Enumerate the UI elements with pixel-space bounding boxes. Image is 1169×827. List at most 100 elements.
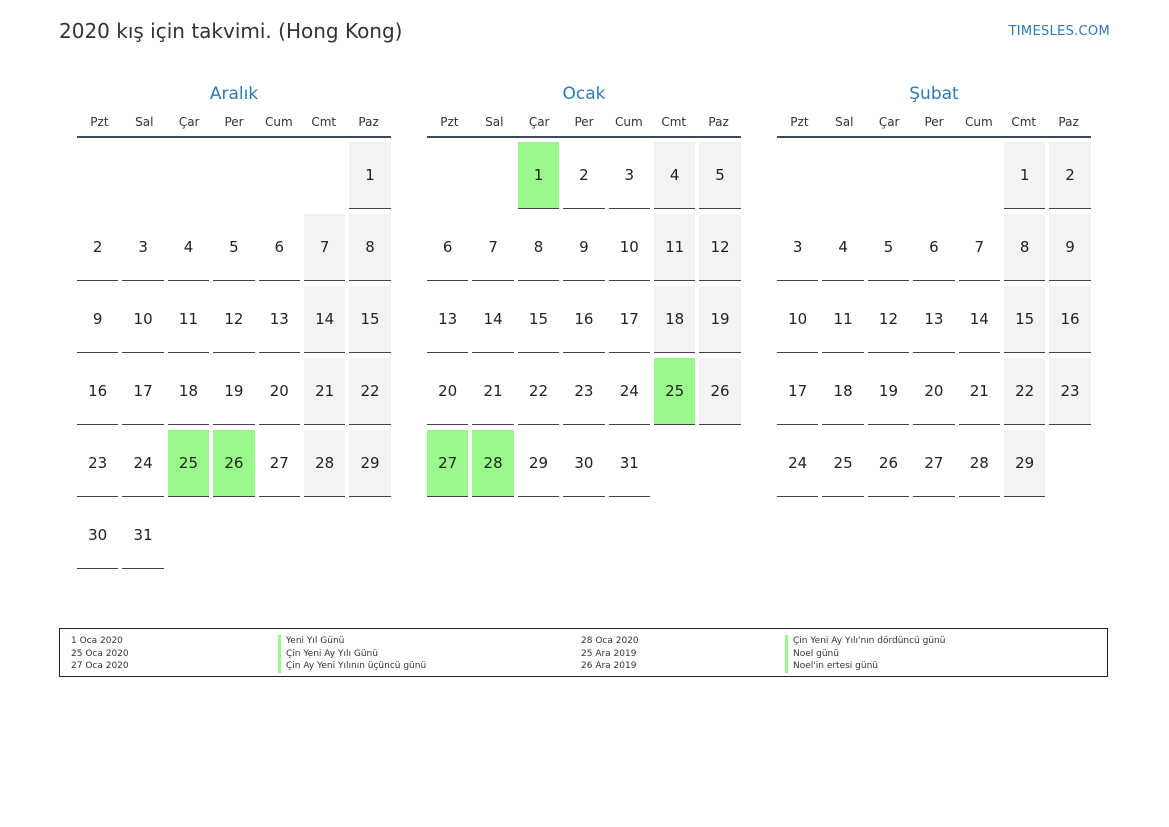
day-cell: 13 <box>427 286 469 353</box>
day-cell: 15 <box>349 286 391 353</box>
weekday-label: Çar <box>878 115 900 129</box>
day-cell: 28 <box>958 430 1000 497</box>
day-cell: 7 <box>303 214 346 281</box>
day-cell: 14 <box>303 286 346 353</box>
empty-day-cell <box>168 142 209 208</box>
day-cell: 15 <box>517 286 560 353</box>
empty-day-cell <box>777 142 818 208</box>
day-cell: 21 <box>472 358 514 425</box>
weekday-header: Pzt Sal Çar Per Cum Cmt Paz <box>777 115 1091 138</box>
day-cell: 4 <box>167 214 210 281</box>
day-cell: 20 <box>913 358 955 425</box>
day-cell: 5 <box>867 214 910 281</box>
day-cell: 30 <box>563 430 605 497</box>
day-cell: 28 <box>303 430 346 497</box>
day-cell: 6 <box>427 214 469 281</box>
day-cell: 4 <box>653 142 696 209</box>
holiday-legend: 1 Oca 2020 25 Oca 2020 27 Oca 2020 Yeni … <box>59 628 1108 677</box>
month-name: Aralık <box>209 84 259 104</box>
weekday-label: Çar <box>178 115 200 129</box>
weekday-label: Pzt <box>440 115 459 129</box>
weekday-label: Paz <box>1058 115 1079 129</box>
day-cell: 3 <box>777 214 819 281</box>
legend-date: 25 Ara 2019 <box>581 648 637 659</box>
empty-day-cell <box>868 142 909 208</box>
empty-day-cell <box>427 142 468 208</box>
day-cell: 12 <box>867 286 910 353</box>
day-cell: 21 <box>958 358 1000 425</box>
legend-holiday-name: Çin Ay Yeni Yılının üçüncü günü <box>278 660 426 673</box>
holiday-day-cell: 26 <box>213 430 255 497</box>
empty-day-cell <box>699 430 740 496</box>
empty-day-cell <box>259 142 300 208</box>
empty-day-cell <box>1049 430 1090 496</box>
day-cell: 19 <box>867 358 910 425</box>
legend-holiday-name: Çin Yeni Ay Yılı'nın dördüncü günü <box>785 635 945 648</box>
day-cell: 9 <box>563 214 605 281</box>
day-cell: 24 <box>777 430 819 497</box>
day-cell: 16 <box>77 358 119 425</box>
month-name: Ocak <box>562 84 606 104</box>
day-cell: 7 <box>958 214 1000 281</box>
day-grid: 1 2 3 4 5 6 7 8 9 10 11 12 13 14 15 16 17 18 19 20 21 22 23 24 2… <box>777 142 1091 497</box>
day-cell: 8 <box>517 214 560 281</box>
day-cell: 12 <box>699 214 741 281</box>
day-cell: 11 <box>822 286 864 353</box>
day-cell: 23 <box>1049 358 1091 425</box>
weekday-label: Sal <box>135 115 154 129</box>
day-cell: 10 <box>122 286 164 353</box>
holiday-day-cell: 25 <box>653 358 696 425</box>
day-cell: 10 <box>777 286 819 353</box>
site-link[interactable]: TIMESLES.COM <box>1008 24 1110 39</box>
empty-day-cell <box>213 142 254 208</box>
page-title: 2020 kış için takvimi. (Hong Kong) <box>59 19 403 43</box>
day-cell: 20 <box>427 358 469 425</box>
day-grid: 1 2 3 4 5 6 7 8 9 10 11 12 13 14 15 16 17 18 19 20 21 22 23 24 2… <box>77 142 391 569</box>
legend-date: 25 Oca 2020 <box>71 648 129 659</box>
day-cell: 24 <box>608 358 650 425</box>
day-cell: 17 <box>608 286 650 353</box>
month-february: Şubat Pzt Sal Çar Per Cum Cmt Paz 1 2 3 4 5 6 7 8 9 10 11 1… <box>777 82 1091 497</box>
month-name: Şubat <box>909 84 959 104</box>
day-cell: 3 <box>122 214 164 281</box>
empty-day-cell <box>77 142 118 208</box>
weekday-label: Cmt <box>661 115 687 129</box>
day-cell: 17 <box>122 358 164 425</box>
empty-day-cell <box>654 430 695 496</box>
day-cell: 17 <box>777 358 819 425</box>
day-cell: 3 <box>608 142 650 209</box>
legend-dates-left: 1 Oca 2020 25 Oca 2020 27 Oca 2020 <box>71 635 129 673</box>
legend-names-right: Çin Yeni Ay Yılı'nın dördüncü günü Noel … <box>785 635 945 673</box>
day-cell: 5 <box>213 214 255 281</box>
holiday-day-cell: 1 <box>517 142 560 209</box>
month-december: Aralık Pzt Sal Çar Per Cum Cmt Paz 1 2 3 4 5 6 7 8 9 10 11… <box>77 82 391 569</box>
empty-day-cell <box>122 142 163 208</box>
day-cell: 31 <box>122 502 164 569</box>
day-cell: 9 <box>77 286 119 353</box>
empty-day-cell <box>304 502 345 568</box>
weekday-label: Cum <box>965 115 993 129</box>
weekday-label: Çar <box>528 115 550 129</box>
weekday-label: Per <box>224 115 244 129</box>
day-cell: 26 <box>699 358 741 425</box>
day-cell: 1 <box>1003 142 1046 209</box>
empty-day-cell <box>304 142 345 208</box>
legend-date: 27 Oca 2020 <box>71 661 129 671</box>
empty-day-cell <box>213 502 254 568</box>
day-cell: 25 <box>822 430 864 497</box>
day-cell: 5 <box>699 142 741 209</box>
legend-names-left: Yeni Yıl Günü Çin Yeni Ay Yılı Günü Çin … <box>278 635 426 673</box>
day-cell: 14 <box>958 286 1000 353</box>
day-cell: 30 <box>77 502 119 569</box>
weekday-label: Per <box>924 115 944 129</box>
day-cell: 10 <box>608 214 650 281</box>
weekday-header: Pzt Sal Çar Per Cum Cmt Paz <box>77 115 391 138</box>
day-cell: 14 <box>472 286 514 353</box>
legend-date: 28 Oca 2020 <box>581 636 639 646</box>
day-cell: 12 <box>213 286 255 353</box>
day-cell: 20 <box>258 358 300 425</box>
day-cell: 22 <box>349 358 391 425</box>
empty-day-cell <box>349 502 390 568</box>
legend-holiday-name: Yeni Yıl Günü <box>278 635 426 648</box>
weekday-label: Paz <box>708 115 729 129</box>
